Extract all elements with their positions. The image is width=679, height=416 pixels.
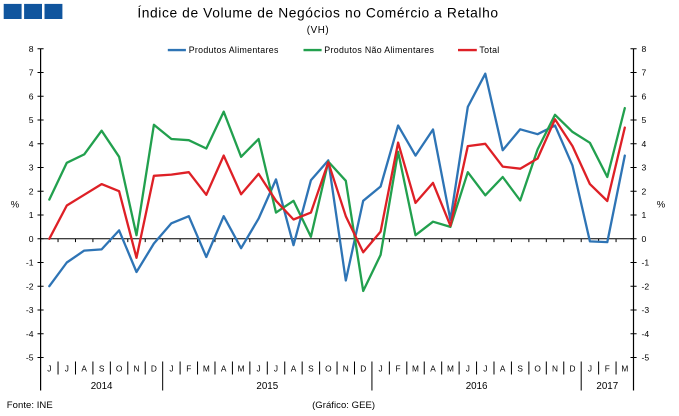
svg-text:2: 2 [642,186,647,196]
svg-text:3: 3 [642,163,647,173]
svg-text:8: 8 [29,44,34,54]
svg-text:J: J [483,364,487,374]
svg-text:Índice de Volume de Negócios n: Índice de Volume de Negócios no Comércio… [137,5,498,21]
svg-text:-1: -1 [26,258,34,268]
svg-text:D: D [360,364,366,374]
svg-text:M: M [447,364,454,374]
svg-text:(Gráfico: GEE): (Gráfico: GEE) [312,400,375,411]
svg-text:-3: -3 [26,305,34,315]
svg-text:A: A [291,364,297,374]
svg-text:Fonte: INE: Fonte: INE [7,400,53,411]
svg-text:J: J [588,364,592,374]
svg-text:M: M [621,364,628,374]
svg-text:%: % [11,200,20,211]
svg-text:J: J [65,364,69,374]
svg-text:-2: -2 [642,281,650,291]
svg-text:-3: -3 [642,305,650,315]
svg-text:J: J [466,364,470,374]
svg-text:-2: -2 [26,281,34,291]
svg-text:A: A [500,364,506,374]
svg-text:-5: -5 [26,353,34,363]
svg-text:N: N [552,364,558,374]
svg-text:N: N [343,364,349,374]
svg-text:Produtos Não Alimentares: Produtos Não Alimentares [324,45,434,55]
svg-text:2017: 2017 [596,381,618,392]
svg-text:J: J [379,364,383,374]
svg-text:J: J [274,364,278,374]
svg-text:6: 6 [29,91,34,101]
svg-text:(VH): (VH) [307,25,330,36]
svg-text:5: 5 [642,115,647,125]
svg-text:5: 5 [29,115,34,125]
svg-text:M: M [203,364,210,374]
svg-text:D: D [570,364,576,374]
svg-text:O: O [116,364,123,374]
svg-text:M: M [238,364,245,374]
svg-text:A: A [221,364,227,374]
svg-text:-4: -4 [26,329,34,339]
svg-text:2015: 2015 [256,381,278,392]
svg-text:Total: Total [479,45,499,55]
svg-text:S: S [517,364,523,374]
svg-text:3: 3 [29,163,34,173]
svg-text:4: 4 [29,139,34,149]
svg-text:2014: 2014 [91,381,113,392]
svg-text:Produtos Alimentares: Produtos Alimentares [189,45,279,55]
svg-text:J: J [169,364,173,374]
svg-text:2: 2 [29,186,34,196]
svg-text:A: A [430,364,436,374]
svg-text:O: O [325,364,332,374]
svg-text:J: J [257,364,261,374]
svg-text:-4: -4 [642,329,650,339]
svg-text:1: 1 [642,210,647,220]
svg-text:S: S [99,364,105,374]
svg-text:-1: -1 [642,258,650,268]
svg-text:F: F [605,364,610,374]
svg-text:0: 0 [642,234,647,244]
svg-text:4: 4 [642,139,647,149]
svg-text:7: 7 [29,68,34,78]
svg-text:J: J [47,364,51,374]
svg-text:F: F [186,364,191,374]
svg-text:-5: -5 [642,353,650,363]
svg-text:D: D [151,364,157,374]
svg-text:8: 8 [642,44,647,54]
svg-text:%: % [657,200,666,211]
svg-text:O: O [534,364,541,374]
svg-text:N: N [134,364,140,374]
svg-text:1: 1 [29,210,34,220]
svg-text:S: S [308,364,314,374]
svg-text:6: 6 [642,91,647,101]
svg-text:M: M [412,364,419,374]
svg-text:0: 0 [29,234,34,244]
svg-text:2016: 2016 [466,381,488,392]
svg-text:A: A [81,364,87,374]
svg-text:7: 7 [642,68,647,78]
svg-text:F: F [396,364,401,374]
